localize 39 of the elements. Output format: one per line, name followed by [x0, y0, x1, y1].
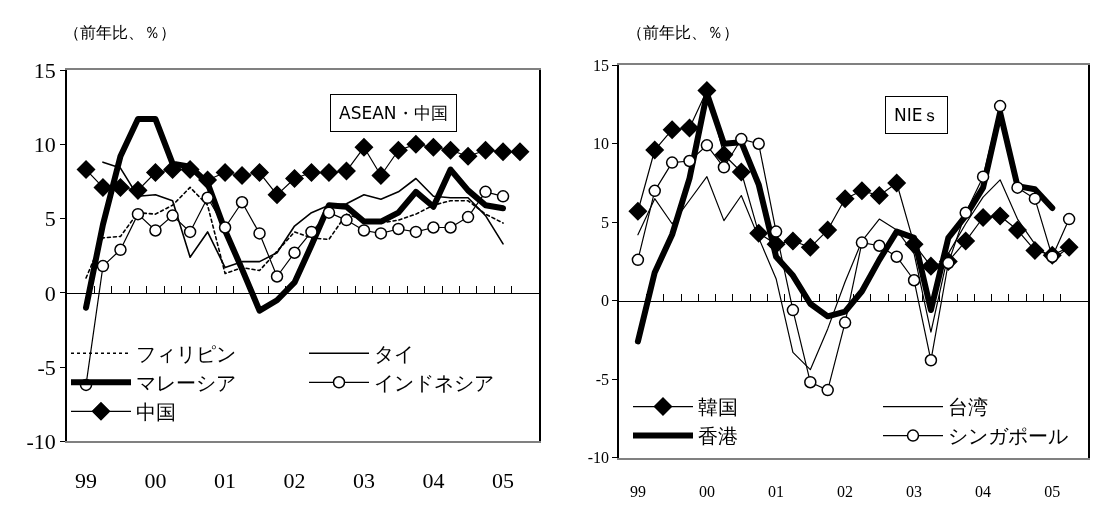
y-tick-label: 5: [601, 213, 610, 231]
y-tick-label: -10: [587, 449, 610, 467]
y-tick-label: 0: [44, 280, 56, 306]
x-tick-label: 99: [629, 482, 646, 500]
y-axis-title: （前年比、％）: [627, 23, 739, 42]
legend-label: 韓国: [698, 395, 738, 420]
x-tick-label: 04: [422, 467, 445, 493]
x-tick-label: 05: [492, 467, 515, 493]
y-axis-title: （前年比、％）: [64, 23, 176, 42]
x-tick-label: 01: [214, 467, 237, 493]
legend-label: マレーシア: [136, 371, 236, 396]
x-tick-label: 03: [352, 467, 375, 493]
y-tick-label: -10: [26, 429, 56, 455]
legend-label: タイ: [374, 342, 414, 367]
x-tick-label: 05: [1044, 482, 1061, 500]
x-tick-label: 00: [144, 467, 167, 493]
y-tick-label: -5: [595, 370, 610, 388]
text: ASEAN・中国: [339, 103, 448, 123]
x-tick-label: 99: [75, 467, 98, 493]
text: NIEｓ: [894, 105, 940, 125]
y-tick-label: 0: [601, 292, 610, 310]
x-tick-label: 02: [283, 467, 306, 493]
y-tick-label: 10: [33, 132, 56, 158]
y-tick-label: -5: [37, 354, 56, 380]
legend-label: 中国: [136, 400, 176, 425]
x-tick-label: 00: [698, 482, 715, 500]
legend-label: インドネシア: [374, 371, 494, 396]
y-tick-label: 15: [33, 57, 56, 83]
y-tick-label: 10: [593, 135, 610, 153]
legend-label: フィリピン: [136, 342, 236, 367]
y-tick-label: 5: [44, 206, 56, 232]
x-tick-label: 01: [768, 482, 785, 500]
x-tick-label: 04: [975, 482, 992, 500]
legend-label: 香港: [698, 424, 738, 449]
x-tick-label: 03: [906, 482, 923, 500]
legend-label: 台湾: [948, 395, 988, 420]
x-tick-label: 02: [837, 482, 854, 500]
legend-label: シンガポール: [948, 424, 1068, 449]
y-tick-label: 15: [593, 56, 610, 74]
